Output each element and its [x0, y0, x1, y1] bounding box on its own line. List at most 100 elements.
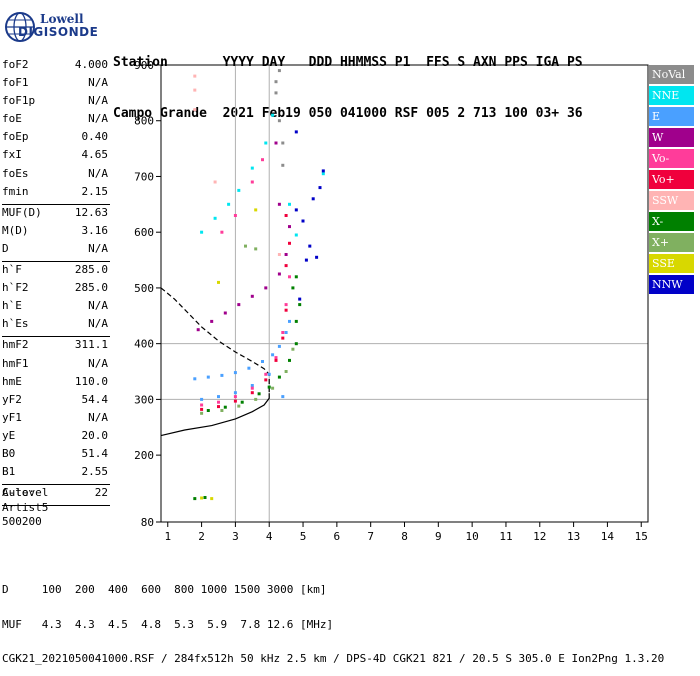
echo-point — [274, 80, 278, 84]
y-axis-ticks: 80 200 300 400 500 600 700 800 900 — [134, 59, 161, 529]
logo-line2: DIGISONDE — [18, 25, 99, 39]
electron-density-profile — [160, 287, 270, 437]
x-tick-label: 11 — [499, 530, 512, 543]
echo-point — [250, 384, 254, 387]
x-tick-label: 3 — [232, 530, 239, 543]
legend-item: NNW — [649, 275, 694, 294]
echo-point — [213, 180, 217, 184]
param-label: yF2 — [2, 392, 22, 406]
x-tick-label: 2 — [198, 530, 205, 543]
param-label: B1 — [2, 465, 16, 479]
echo-point — [304, 258, 308, 262]
x-tick-label: 14 — [601, 530, 615, 543]
param-row: C-level 22 — [2, 486, 110, 504]
param-label: yF1 — [2, 410, 22, 424]
param-row: hmF2 311.1 — [2, 338, 110, 356]
echo-point — [288, 241, 291, 245]
auto-version: 500200 — [2, 515, 42, 528]
param-label: foF2 — [2, 58, 29, 71]
echo-point — [254, 247, 258, 251]
echo-point — [200, 496, 204, 500]
echo-point — [233, 399, 237, 403]
autoscaling-info: Auto: Artist5 500200 — [2, 486, 48, 530]
series-sse — [200, 208, 258, 501]
echo-point — [284, 214, 288, 217]
param-row: B1 2.55 — [2, 465, 110, 483]
echo-point — [237, 303, 241, 307]
echo-point — [311, 197, 315, 201]
echo-point — [264, 286, 268, 290]
x-tick-label: 9 — [435, 530, 442, 543]
echo-point — [294, 319, 298, 323]
echo-point — [284, 253, 288, 256]
echo-point — [223, 311, 227, 315]
series-vo- — [200, 214, 291, 411]
param-separator — [2, 336, 110, 338]
footer-muf-row: MUF 4.3 4.3 4.5 4.8 5.3 5.9 7.8 12.6 [MH… — [2, 617, 334, 631]
series-ssw — [193, 74, 281, 256]
series-nne — [200, 113, 325, 237]
param-separator — [2, 505, 110, 507]
param-value: N/A — [88, 317, 108, 331]
param-row: hmE 110.0 — [2, 375, 110, 393]
param-row: h`Es N/A — [2, 317, 110, 335]
param-label: h`E — [2, 299, 22, 313]
param-value: 3.16 — [81, 223, 109, 237]
param-label: h`F2 — [2, 281, 29, 295]
echo-point — [274, 356, 278, 360]
param-value: 2.55 — [81, 465, 109, 479]
echo-point — [237, 188, 241, 192]
echo-point — [213, 216, 217, 220]
param-label: foEs — [2, 166, 29, 180]
param-label: foE — [2, 112, 22, 126]
legend-item: NNE — [649, 86, 694, 105]
echo-point — [277, 344, 281, 348]
echo-point — [277, 272, 281, 276]
echo-point — [200, 411, 204, 415]
echo-point — [284, 303, 288, 307]
echo-point — [288, 275, 291, 279]
x-axis-ticks: 1 2 3 4 5 6 7 8 9 10 11 12 13 14 15 — [164, 522, 648, 543]
echo-point — [233, 371, 237, 375]
echo-point — [284, 264, 288, 268]
echo-point — [250, 180, 254, 184]
echo-point — [308, 244, 312, 248]
param-row: yF2 54.4 — [2, 393, 110, 411]
echo-point — [298, 297, 302, 301]
echo-point — [250, 391, 254, 395]
echo-point — [281, 163, 285, 167]
echo-point — [210, 319, 214, 323]
param-value: 4.000 — [74, 58, 108, 71]
echo-point — [217, 405, 220, 409]
echo-point — [264, 141, 268, 145]
y-tick-label: 300 — [134, 393, 154, 406]
x-tick-label: 4 — [266, 530, 273, 543]
echo-point — [284, 308, 288, 312]
x-tick-label: 12 — [533, 530, 546, 543]
legend-item: SSE — [649, 254, 694, 273]
echo-point — [274, 141, 278, 145]
legend-item: X+ — [649, 233, 694, 252]
echo-point — [247, 366, 251, 370]
param-label: yE — [2, 428, 16, 442]
legend-item: Vo- — [649, 149, 694, 168]
param-label: fmin — [2, 184, 29, 198]
header-labels: Station YYYY DAY DDD HHMMSS P1 FFS S AXN… — [113, 55, 583, 70]
param-label: h`F — [2, 263, 22, 277]
echo-point — [200, 403, 204, 407]
param-value: N/A — [88, 410, 108, 424]
echo-point — [244, 244, 247, 248]
echo-point — [288, 319, 291, 323]
echo-point — [193, 377, 197, 381]
echo-point — [284, 370, 288, 373]
param-value: 311.1 — [74, 338, 108, 352]
echo-point — [294, 342, 298, 346]
auto-label: Auto: — [2, 486, 36, 499]
echo-point — [315, 255, 319, 259]
echo-point — [250, 386, 254, 390]
echo-point — [318, 186, 322, 190]
param-row: B0 51.4 — [2, 447, 110, 465]
echo-point — [271, 353, 275, 357]
param-value: N/A — [88, 76, 108, 90]
param-value: 110.0 — [74, 374, 108, 388]
